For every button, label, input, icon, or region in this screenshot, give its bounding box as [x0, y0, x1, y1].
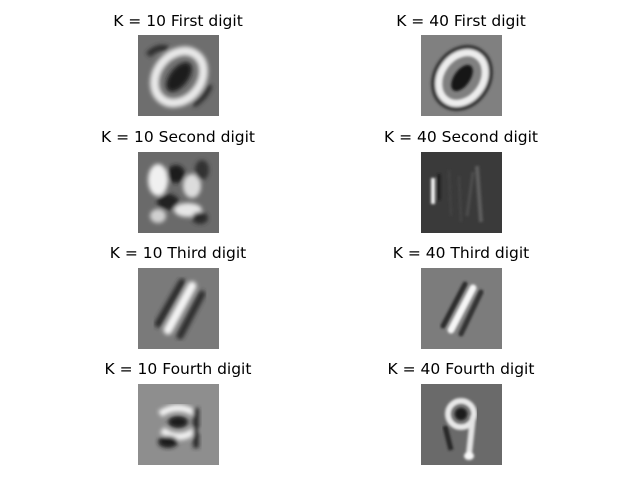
panel-title: K = 40 Second digit [384, 128, 538, 146]
panel-title: K = 10 Third digit [109, 244, 247, 262]
digit-image-k10-third [138, 268, 219, 349]
digit-image-k40-second [421, 152, 502, 233]
panel-title: K = 40 Fourth digit [387, 360, 535, 378]
panel-title: K = 10 Fourth digit [104, 360, 252, 378]
panel-title: K = 10 First digit [113, 12, 243, 30]
digit-image-k10-first [138, 35, 219, 116]
panel-title: K = 10 Second digit [101, 128, 255, 146]
digit-image-k40-fourth [421, 384, 502, 465]
panel-title: K = 40 First digit [396, 12, 526, 30]
panel-title: K = 40 Third digit [392, 244, 530, 262]
digit-image-k40-third [421, 268, 502, 349]
digit-image-k10-second [138, 152, 219, 233]
digit-image-k10-fourth [138, 384, 219, 465]
digit-image-k40-first [421, 35, 502, 116]
